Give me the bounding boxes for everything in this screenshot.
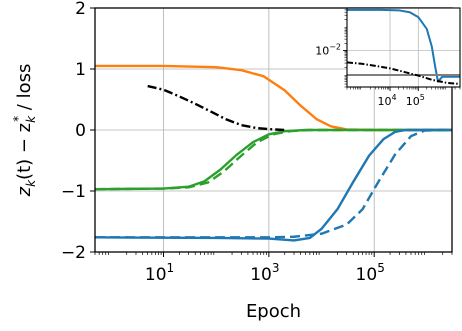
inset-axes: 104 105 10−2 xyxy=(315,7,461,108)
y-tick-label: −1 xyxy=(61,182,86,202)
inset-grid xyxy=(347,8,460,87)
y-tick-label: 2 xyxy=(75,0,86,19)
x-axis-label: Epoch xyxy=(246,301,301,322)
series-line xyxy=(94,128,452,242)
inset-y-tick-label: 10−2 xyxy=(315,43,341,58)
main-plot-lines xyxy=(94,64,452,242)
series-line xyxy=(94,128,452,191)
y-axis-label: zk(t) − zk* / loss xyxy=(11,64,38,198)
y-tick-label: −2 xyxy=(61,243,86,263)
x-tick-label: 103 xyxy=(250,261,279,285)
inset-background xyxy=(347,8,460,87)
series-line xyxy=(94,128,452,191)
inset-ticks: 104 105 10−2 xyxy=(315,9,461,108)
inset-series-line xyxy=(347,61,460,86)
series-line xyxy=(95,128,443,239)
main-ticks: 101 103 105 2 1 0 −1 −2 xyxy=(61,0,453,285)
series-line xyxy=(147,84,285,132)
y-tick-label: 0 xyxy=(75,121,86,141)
y-tick-label: 1 xyxy=(75,60,86,80)
inset-x-tick-label: 105 xyxy=(406,93,425,108)
inset-x-tick-label: 104 xyxy=(377,93,396,108)
x-tick-label: 101 xyxy=(145,261,174,285)
x-tick-label: 105 xyxy=(356,261,385,285)
inset-series-line xyxy=(347,8,460,83)
inset-plot-lines xyxy=(347,8,460,86)
